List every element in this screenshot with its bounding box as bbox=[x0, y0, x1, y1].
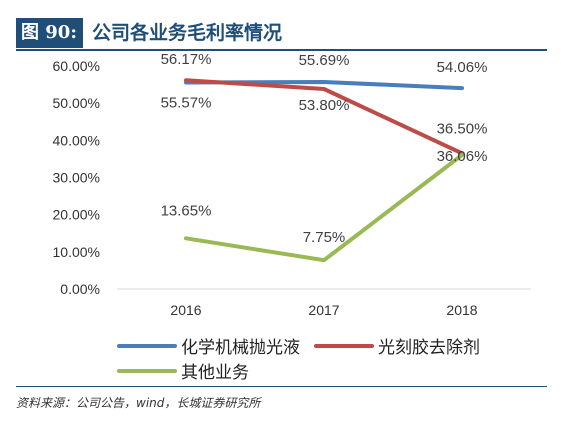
photoresist-remover-data-label: 56.17% bbox=[161, 51, 212, 68]
source-note: 资料来源：公司公告，wind，长城证券研究所 bbox=[16, 396, 261, 410]
photoresist-remover-line bbox=[184, 78, 464, 156]
y-tick-label: 10.00% bbox=[53, 244, 100, 260]
other-business-line bbox=[184, 153, 464, 263]
x-tick-label: 2016 bbox=[170, 302, 201, 318]
cmp-slurry-data-label: 54.06% bbox=[437, 59, 488, 76]
title-divider bbox=[16, 49, 547, 51]
cmp-slurry-data-label: 55.57% bbox=[161, 94, 212, 111]
y-tick-label: 0.00% bbox=[60, 281, 100, 297]
other-business-data-label: 13.65% bbox=[161, 202, 212, 219]
other-business-data-label: 36.06% bbox=[437, 148, 488, 165]
photoresist-remover-data-label: 53.80% bbox=[299, 97, 350, 114]
y-tick-label: 20.00% bbox=[53, 207, 100, 223]
figure-title: 公司各业务毛利率情况 bbox=[92, 22, 283, 44]
x-tick-label: 2018 bbox=[446, 302, 477, 318]
legend-cmp-slurry-label: 化学机械抛光液 bbox=[181, 338, 300, 358]
legend-photoresist-remover-label: 光刻胶去除剂 bbox=[378, 338, 480, 358]
y-tick-label: 40.00% bbox=[53, 132, 100, 148]
photoresist-remover-data-label: 36.50% bbox=[437, 120, 488, 137]
other-business-data-label: 7.75% bbox=[303, 229, 346, 246]
y-tick-label: 60.00% bbox=[53, 58, 100, 74]
figure-title-bar: 图 90: 公司各业务毛利率情况 bbox=[16, 18, 547, 51]
figure-label: 图 90: bbox=[16, 18, 83, 48]
legend-other-business-label: 其他业务 bbox=[181, 363, 249, 383]
y-tick-label: 50.00% bbox=[53, 95, 100, 111]
cmp-slurry-data-label: 55.69% bbox=[299, 52, 350, 69]
x-tick-label: 2017 bbox=[308, 302, 339, 318]
bottom-divider bbox=[16, 386, 547, 387]
y-tick-label: 30.00% bbox=[53, 170, 100, 186]
